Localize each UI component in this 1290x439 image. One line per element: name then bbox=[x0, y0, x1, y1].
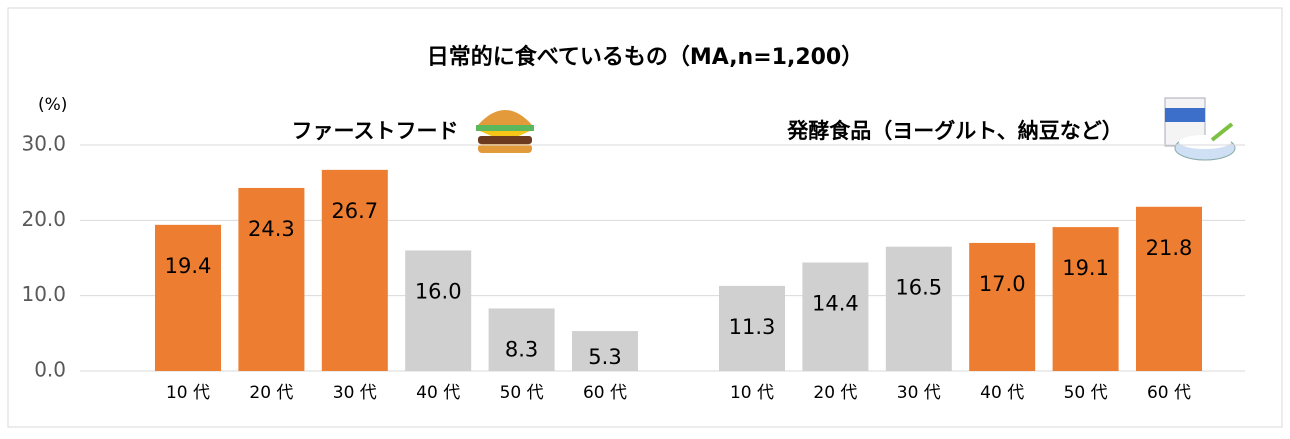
x-tick-label: 20 代 bbox=[249, 383, 293, 403]
bar bbox=[488, 308, 555, 371]
bar bbox=[719, 285, 785, 371]
yogurt-icon bbox=[1164, 97, 1236, 161]
x-tick-label: 60 代 bbox=[583, 383, 627, 403]
x-tick-label: 50 代 bbox=[500, 383, 544, 403]
bar bbox=[802, 262, 869, 371]
x-tick-label: 30 代 bbox=[897, 383, 941, 403]
y-tick-label: 0.0 bbox=[34, 358, 66, 382]
value-label: 19.4 bbox=[165, 254, 212, 278]
value-label: 14.4 bbox=[812, 292, 859, 316]
value-label: 5.3 bbox=[588, 345, 621, 369]
x-tick-label: 40 代 bbox=[416, 383, 460, 403]
value-label: 21.8 bbox=[1146, 236, 1193, 260]
value-label: 16.0 bbox=[415, 279, 462, 303]
bar bbox=[572, 331, 638, 371]
chart-title: 日常的に食べているもの（MA,n=1,200） bbox=[427, 44, 864, 70]
bar bbox=[1136, 206, 1202, 371]
y-tick-label: 20.0 bbox=[21, 207, 66, 231]
value-label: 11.3 bbox=[729, 315, 776, 339]
x-tick-label: 50 代 bbox=[1064, 383, 1108, 403]
x-tick-label: 10 代 bbox=[730, 383, 774, 403]
value-label: 24.3 bbox=[248, 217, 295, 241]
bar bbox=[885, 246, 952, 371]
value-label: 19.1 bbox=[1062, 256, 1109, 280]
y-axis-label: (%) bbox=[38, 95, 67, 115]
bar bbox=[1052, 227, 1119, 371]
y-tick-label: 10.0 bbox=[21, 282, 66, 306]
bar bbox=[969, 242, 1036, 371]
bar bbox=[321, 169, 388, 371]
value-label: 26.7 bbox=[331, 199, 378, 223]
group-label: 発酵食品（ヨーグルト、納豆など） bbox=[786, 119, 1123, 143]
x-tick-label: 60 代 bbox=[1147, 383, 1191, 403]
bar bbox=[405, 250, 472, 371]
value-label: 16.5 bbox=[895, 276, 942, 300]
burger-icon bbox=[476, 110, 534, 153]
bar bbox=[155, 224, 221, 371]
x-tick-label: 40 代 bbox=[980, 383, 1024, 403]
y-tick-label: 30.0 bbox=[21, 132, 66, 156]
x-tick-label: 30 代 bbox=[333, 383, 377, 403]
x-tick-label: 10 代 bbox=[166, 383, 210, 403]
x-tick-label: 20 代 bbox=[813, 383, 857, 403]
value-label: 17.0 bbox=[979, 272, 1026, 296]
value-label: 8.3 bbox=[505, 337, 538, 361]
bar bbox=[238, 187, 305, 371]
group-label: ファーストフード bbox=[292, 119, 459, 143]
